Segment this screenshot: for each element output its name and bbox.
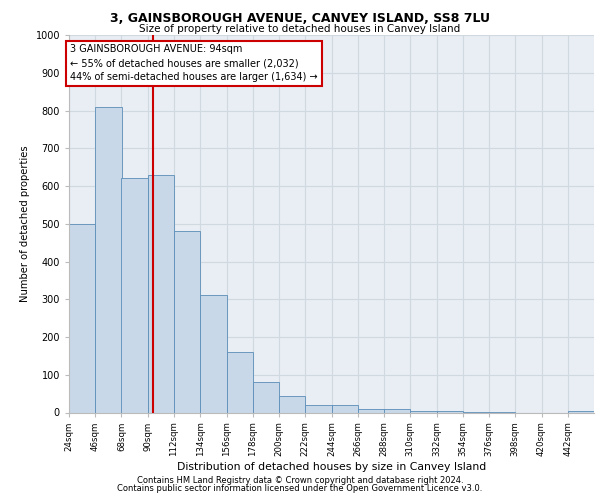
Bar — [305, 405, 331, 412]
Bar — [437, 410, 463, 412]
Bar — [227, 352, 253, 412]
Bar — [148, 174, 174, 412]
Text: Contains public sector information licensed under the Open Government Licence v3: Contains public sector information licen… — [118, 484, 482, 493]
Bar — [69, 224, 95, 412]
Text: 3, GAINSBOROUGH AVENUE, CANVEY ISLAND, SS8 7LU: 3, GAINSBOROUGH AVENUE, CANVEY ISLAND, S… — [110, 12, 490, 26]
Bar — [384, 408, 410, 412]
Text: Contains HM Land Registry data © Crown copyright and database right 2024.: Contains HM Land Registry data © Crown c… — [137, 476, 463, 485]
Y-axis label: Number of detached properties: Number of detached properties — [20, 146, 30, 302]
X-axis label: Distribution of detached houses by size in Canvey Island: Distribution of detached houses by size … — [177, 462, 486, 472]
Text: Size of property relative to detached houses in Canvey Island: Size of property relative to detached ho… — [139, 24, 461, 34]
Bar — [279, 396, 305, 412]
Bar — [174, 232, 200, 412]
Bar — [121, 178, 148, 412]
Bar — [358, 408, 384, 412]
Bar — [331, 405, 358, 412]
Bar — [410, 410, 437, 412]
Bar — [568, 410, 594, 412]
Text: 3 GAINSBOROUGH AVENUE: 94sqm
← 55% of detached houses are smaller (2,032)
44% of: 3 GAINSBOROUGH AVENUE: 94sqm ← 55% of de… — [70, 44, 318, 82]
Bar — [200, 296, 227, 412]
Bar — [95, 106, 121, 412]
Bar — [253, 382, 279, 412]
